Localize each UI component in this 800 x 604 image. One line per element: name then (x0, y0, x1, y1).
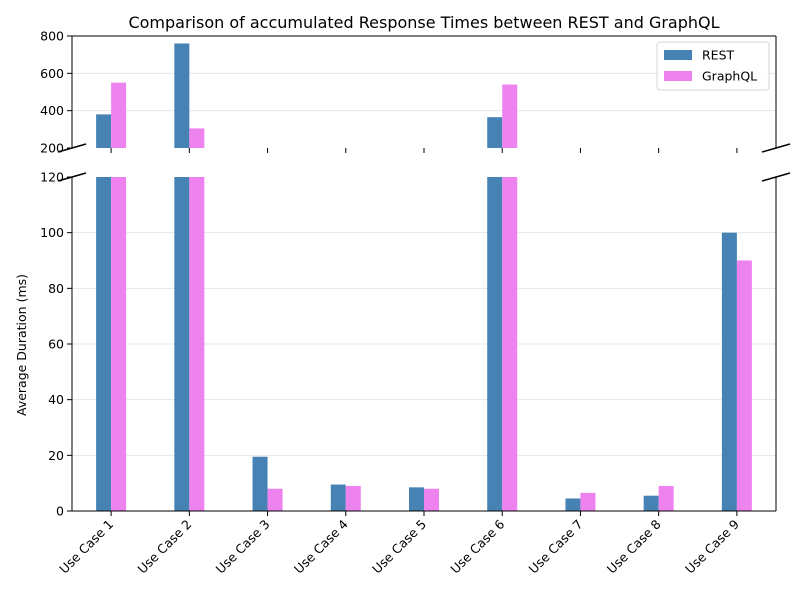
x-tick-label: Use Case 6 (447, 516, 507, 576)
x-tick-label: Use Case 4 (291, 516, 351, 576)
rest-bar-3 (252, 456, 268, 511)
graphql-bar-6 (502, 177, 518, 511)
rest-bar-2 (174, 177, 190, 511)
y-axis-label: Average Duration (ms) (14, 274, 29, 416)
y-tick-label: 0 (56, 504, 64, 519)
y-tick-label-upper: 800 (40, 29, 64, 44)
x-tick-label: Use Case 2 (134, 517, 194, 577)
y-tick-label: 60 (48, 337, 64, 352)
x-tick-label: Use Case 7 (526, 517, 586, 577)
x-tick-label: Use Case 8 (604, 516, 664, 576)
graphql-bar-7 (580, 492, 596, 511)
rest-bar-9 (721, 232, 737, 511)
y-tick-label: 80 (48, 281, 64, 296)
rest-bar-6 (487, 177, 503, 511)
graphql-bar-9 (736, 260, 752, 511)
y-tick-label-upper: 600 (40, 66, 64, 81)
graphql-bar-1 (111, 177, 127, 511)
legend-swatch-rest (664, 50, 692, 60)
chart-title: Comparison of accumulated Response Times… (128, 13, 719, 32)
graphql-bar-6-upper (502, 84, 518, 148)
x-tick-label: Use Case 1 (56, 517, 116, 577)
y-tick-label: 20 (48, 448, 64, 463)
rest-bar-1 (96, 177, 112, 511)
graphql-bar-3 (267, 488, 283, 511)
break-mark-lower-right (761, 172, 791, 182)
graphql-bar-8 (658, 485, 674, 511)
legend-label-rest: REST (702, 48, 735, 63)
rest-bar-7 (565, 498, 581, 511)
break-mark-upper-right (761, 143, 791, 153)
y-tick-label-upper: 400 (40, 103, 64, 118)
x-tick-label: Use Case 5 (369, 517, 429, 577)
graphql-bar-1-upper (111, 82, 127, 148)
rest-bar-6-upper (487, 117, 503, 148)
rest-bar-2-upper (174, 43, 190, 148)
rest-bar-4 (330, 484, 346, 511)
y-tick-label: 100 (40, 225, 64, 240)
x-tick-label: Use Case 3 (213, 517, 273, 577)
graphql-bar-2-upper (189, 128, 205, 148)
lower-bars (96, 177, 752, 511)
graphql-bar-2 (189, 177, 205, 511)
upper-bars (96, 43, 518, 148)
y-tick-label: 40 (48, 392, 64, 407)
rest-bar-8 (643, 495, 659, 511)
y-tick-label: 120 (40, 170, 64, 185)
break-mark-upper-left (57, 143, 87, 153)
x-tick-label: Use Case 9 (682, 516, 742, 576)
graphql-bar-4 (345, 485, 361, 511)
legend-label-graphql: GraphQL (702, 69, 757, 84)
rest-bar-1-upper (96, 114, 112, 148)
rest-bar-5 (409, 487, 424, 511)
y-tick-label-upper: 200 (40, 141, 64, 156)
break-mark-lower-left (57, 172, 87, 182)
legend-swatch-graphql (664, 71, 692, 81)
graphql-bar-5 (424, 488, 439, 511)
